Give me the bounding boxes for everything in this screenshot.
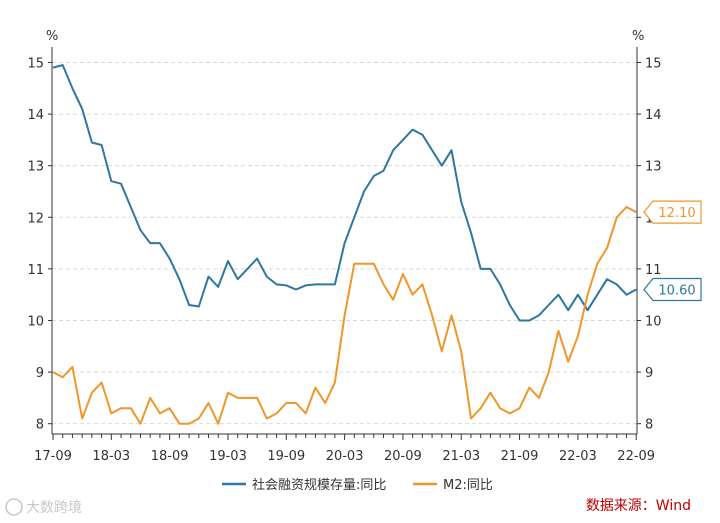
axes (51, 47, 638, 435)
x-ticks: 17-09 18-03 18-09 19-03 19-09 20-03 20-09 21-03… (34, 434, 655, 464)
series-lines (52, 64, 637, 425)
y-tick-label-right: 15 (645, 56, 662, 71)
x-tick-label: 22-03 (559, 449, 597, 464)
end-label-box-m2 (643, 200, 702, 224)
y-tick-label-left: 8 (36, 418, 44, 433)
end-label-social-financing: 10.60 (658, 284, 695, 299)
series-line-m2 (52, 206, 637, 425)
y-tick-label-right: 14 (645, 108, 662, 123)
series-line-social-financing (52, 64, 637, 322)
right-unit-label: % (632, 29, 644, 44)
watermark: 大数跨境 (5, 498, 82, 516)
legend: 社会融资规模存量:同比 M2:同比 (222, 477, 493, 493)
y-tick-label-left: 11 (27, 263, 44, 278)
y-tick-label-right: 10 (645, 314, 662, 329)
y-tick-label-left: 15 (27, 56, 44, 71)
y-tick-label-right: 9 (645, 366, 653, 381)
x-tick-label: 19-09 (267, 449, 305, 464)
y-tick-label-left: 12 (27, 211, 44, 226)
x-tick-label: 22-09 (617, 449, 655, 464)
end-labels: 10.60 12.10 (643, 200, 702, 302)
y-tick-label-right: 13 (645, 160, 662, 175)
y-tick-label-left: 10 (27, 314, 44, 329)
source-note: 数据来源：Wind (586, 498, 691, 514)
x-tick-label: 17-09 (34, 449, 72, 464)
x-tick-label: 18-03 (92, 449, 130, 464)
x-tick-label: 20-03 (326, 449, 364, 464)
legend-label-social-financing: 社会融资规模存量:同比 (252, 477, 386, 493)
watermark-logo-icon (5, 498, 23, 516)
y-tick-label-right: 8 (645, 418, 653, 433)
y-tick-label-right: 11 (645, 263, 662, 278)
y-tick-label-left: 14 (27, 108, 44, 123)
watermark-text: 大数跨境 (26, 500, 82, 516)
y-tick-label-left: 13 (27, 160, 44, 175)
y-tick-label-left: 9 (36, 366, 44, 381)
legend-label-m2: M2:同比 (443, 478, 493, 493)
left-unit-label: % (46, 29, 58, 44)
x-tick-label: 18-09 (151, 449, 189, 464)
left-y-ticks: 8 9 10 11 12 13 14 15 (27, 56, 52, 433)
x-tick-label: 19-03 (209, 449, 247, 464)
end-label-m2: 12.10 (658, 206, 695, 221)
x-tick-label: 21-03 (442, 449, 480, 464)
end-label-box-social-financing (643, 277, 702, 302)
x-tick-label: 21-09 (501, 449, 539, 464)
x-tick-label: 20-09 (384, 449, 422, 464)
